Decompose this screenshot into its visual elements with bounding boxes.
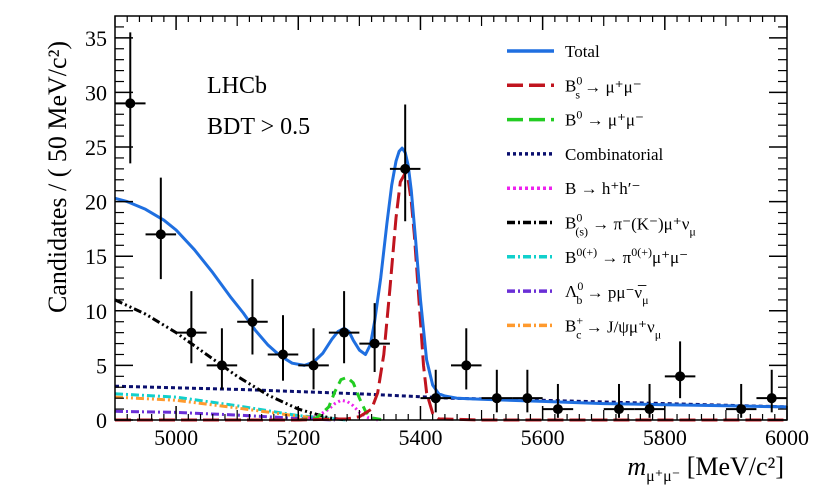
- legend-entry-bpimumu: B0(+) → π0(+)μ⁺μ⁻: [507, 245, 688, 267]
- x-tick-label: 6000: [765, 425, 809, 450]
- data-marker: [644, 404, 655, 415]
- data-marker: [125, 98, 136, 109]
- data-marker: [400, 163, 411, 174]
- plot-frame: [114, 15, 788, 421]
- annotation-lhcb: LHCb: [207, 73, 267, 99]
- data-point-15: [603, 383, 635, 418]
- x-tick-label: 5200: [276, 425, 320, 450]
- data-point-17: [664, 341, 696, 399]
- data-marker: [614, 404, 624, 415]
- data-marker: [766, 393, 777, 404]
- x-tick-label: 5800: [643, 425, 687, 450]
- x-tick-label: 5400: [398, 425, 442, 450]
- data-marker: [430, 393, 441, 404]
- fit-curves: [114, 146, 788, 422]
- data-point-19: [756, 369, 787, 413]
- legend-label: B → h⁺hʹ⁻: [565, 179, 641, 198]
- y-tick-label: 30: [85, 80, 107, 105]
- y-tick-label: 35: [85, 26, 107, 51]
- legend-entry-bs: B0 s → μ⁺μ⁻: [507, 73, 642, 101]
- data-marker: [278, 349, 288, 360]
- legend-label: B0 (s) → π⁻(K⁻)μ⁺νμ: [565, 211, 696, 239]
- data-point-11: [451, 328, 482, 390]
- x-tick-label: 5000: [154, 425, 198, 450]
- data-marker: [308, 360, 319, 371]
- data-marker: [369, 338, 380, 349]
- legend-label: B+ c → J/ψμ⁺νμ: [565, 313, 661, 341]
- data-marker: [247, 316, 258, 327]
- y-tick-label: 15: [85, 244, 107, 269]
- data-marker: [461, 360, 472, 371]
- legend-label: B0(+) → π0(+)μ⁺μ⁻: [565, 245, 688, 267]
- data-marker: [216, 360, 227, 371]
- data-point-2: [176, 291, 207, 364]
- legend-entry-b0: B0 → μ⁺μ⁻: [507, 108, 644, 130]
- data-point-8: [359, 303, 390, 372]
- data-point-10: [420, 369, 451, 413]
- legend-entry-comb: Combinatorial: [507, 145, 663, 164]
- legend-entry-bc: B+ c → J/ψμ⁺νμ: [507, 313, 661, 341]
- data-point-13: [512, 369, 543, 413]
- annotation-bdt-cut: BDT > 0.5: [207, 114, 310, 140]
- data-points: [115, 32, 787, 418]
- legend-label: Total: [565, 42, 600, 61]
- data-point-7: [328, 291, 360, 364]
- y-tick-label: 20: [85, 190, 107, 215]
- data-point-3: [206, 328, 238, 390]
- y-tick-label: 25: [85, 135, 107, 160]
- data-marker: [339, 327, 350, 338]
- legend-entry-bhh: B → h⁺hʹ⁻: [507, 179, 641, 198]
- data-marker: [552, 404, 563, 415]
- series-line-1: [115, 171, 787, 422]
- legend-entry-total: Total: [507, 42, 600, 61]
- series-line-5: [114, 298, 348, 422]
- y-tick-label: 5: [96, 353, 107, 378]
- data-point-16: [634, 383, 665, 418]
- legend-label: B0 s → μ⁺μ⁻: [565, 73, 642, 101]
- data-marker: [186, 327, 197, 338]
- y-axis-title: Candidates / ( 50 MeV/c²): [43, 41, 72, 313]
- data-point-14: [542, 383, 574, 418]
- data-point-9: [389, 104, 421, 222]
- data-point-5: [267, 315, 299, 381]
- data-marker: [736, 404, 747, 415]
- legend: Total B0 s → μ⁺μ⁻ B0 → μ⁺μ⁻ Combinatorial B →…: [507, 42, 696, 341]
- x-tick-label: 5600: [521, 425, 565, 450]
- data-point-4: [237, 279, 268, 355]
- data-point-18: [725, 383, 757, 418]
- series-line-0: [114, 146, 788, 409]
- axis-ticks: 5000 5200 5400 5600 5800 6000 0 5 10 15 20 25 30 35: [85, 16, 809, 450]
- data-point-6: [298, 328, 329, 390]
- legend-label: Combinatorial: [565, 145, 663, 164]
- series-line-2: [298, 375, 385, 422]
- legend-entry-bpimunu: B0 (s) → π⁻(K⁻)μ⁺νμ: [507, 211, 696, 239]
- legend-entry-lambdab: Λ0 b → pμ⁻ν̅μ: [507, 279, 649, 307]
- x-axis-title: mμ⁺μ⁻ [MeV/c²]: [627, 452, 784, 485]
- data-marker: [155, 229, 166, 240]
- y-tick-label: 0: [96, 408, 107, 433]
- legend-label: B0 → μ⁺μ⁻: [565, 108, 644, 130]
- data-marker: [522, 393, 533, 404]
- data-point-0: [115, 32, 146, 164]
- data-point-12: [481, 369, 513, 413]
- y-tick-label: 10: [85, 299, 107, 324]
- data-point-1: [145, 177, 177, 280]
- data-marker: [491, 393, 502, 404]
- legend-label: Λ0 b → pμ⁻ν̅μ: [565, 279, 649, 307]
- data-marker: [675, 371, 686, 382]
